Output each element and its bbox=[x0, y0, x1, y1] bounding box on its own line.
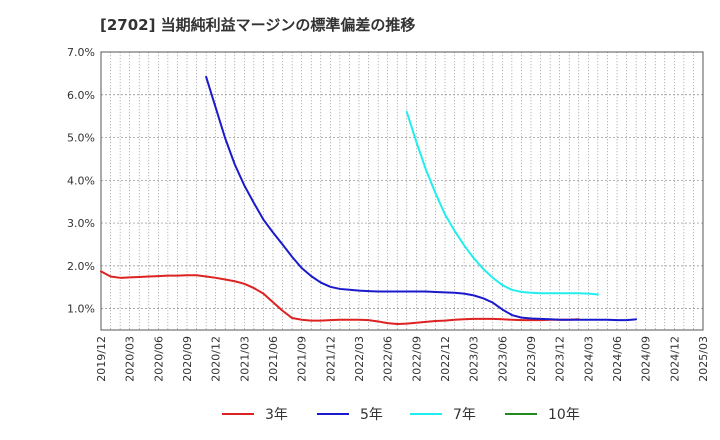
y-tick-label: 1.0% bbox=[67, 303, 95, 316]
y-tick-label: 2.0% bbox=[67, 260, 95, 273]
x-tick-label: 2023/12 bbox=[554, 336, 567, 382]
x-tick-label: 2024/03 bbox=[582, 336, 595, 382]
x-tick-label: 2019/12 bbox=[95, 336, 108, 382]
x-tick-label: 2023/06 bbox=[496, 336, 509, 382]
x-tick-label: 2021/09 bbox=[296, 336, 309, 382]
vertical-grid bbox=[100, 52, 704, 330]
y-tick-label: 7.0% bbox=[67, 46, 95, 59]
x-tick-label: 2024/06 bbox=[611, 336, 624, 382]
legend-label-3: 7年 bbox=[453, 407, 476, 423]
x-tick-label: 2023/03 bbox=[468, 336, 481, 382]
legend-label-4: 10年 bbox=[548, 407, 580, 423]
x-tick-label: 2021/12 bbox=[324, 336, 337, 382]
x-tick-label: 2024/09 bbox=[640, 336, 653, 382]
legend-label-2: 5年 bbox=[360, 407, 383, 423]
x-tick-label: 2022/06 bbox=[382, 336, 395, 382]
x-tick-label: 2022/03 bbox=[353, 336, 366, 382]
x-tick-label: 2021/06 bbox=[267, 336, 280, 382]
series-line-1 bbox=[100, 270, 580, 326]
x-tick-label: 2023/09 bbox=[525, 336, 538, 382]
x-tick-label: 2022/09 bbox=[410, 336, 423, 382]
x-tick-label: 2025/03 bbox=[697, 336, 710, 382]
x-tick-label: 2020/09 bbox=[181, 336, 194, 382]
x-tick-label: 2024/12 bbox=[668, 336, 681, 382]
series-line-2 bbox=[205, 75, 638, 322]
plot-background bbox=[101, 52, 703, 330]
x-tick-label: 2020/03 bbox=[124, 336, 137, 382]
series-line-3 bbox=[405, 110, 599, 296]
plot-frame bbox=[100, 51, 704, 331]
legend-label-1: 3年 bbox=[265, 407, 288, 423]
x-tick-label: 2022/12 bbox=[439, 336, 452, 382]
y-tick-label: 5.0% bbox=[67, 132, 95, 145]
x-tick-label: 2021/03 bbox=[238, 336, 251, 382]
x-tick-label: 2020/12 bbox=[210, 336, 223, 382]
y-tick-label: 4.0% bbox=[67, 174, 95, 187]
x-tick-label: 2020/06 bbox=[152, 336, 165, 382]
y-tick-label: 3.0% bbox=[67, 217, 95, 230]
y-tick-label: 6.0% bbox=[67, 89, 95, 102]
chart-title: [2702] 当期純利益マージンの標準偏差の推移 bbox=[100, 16, 416, 34]
